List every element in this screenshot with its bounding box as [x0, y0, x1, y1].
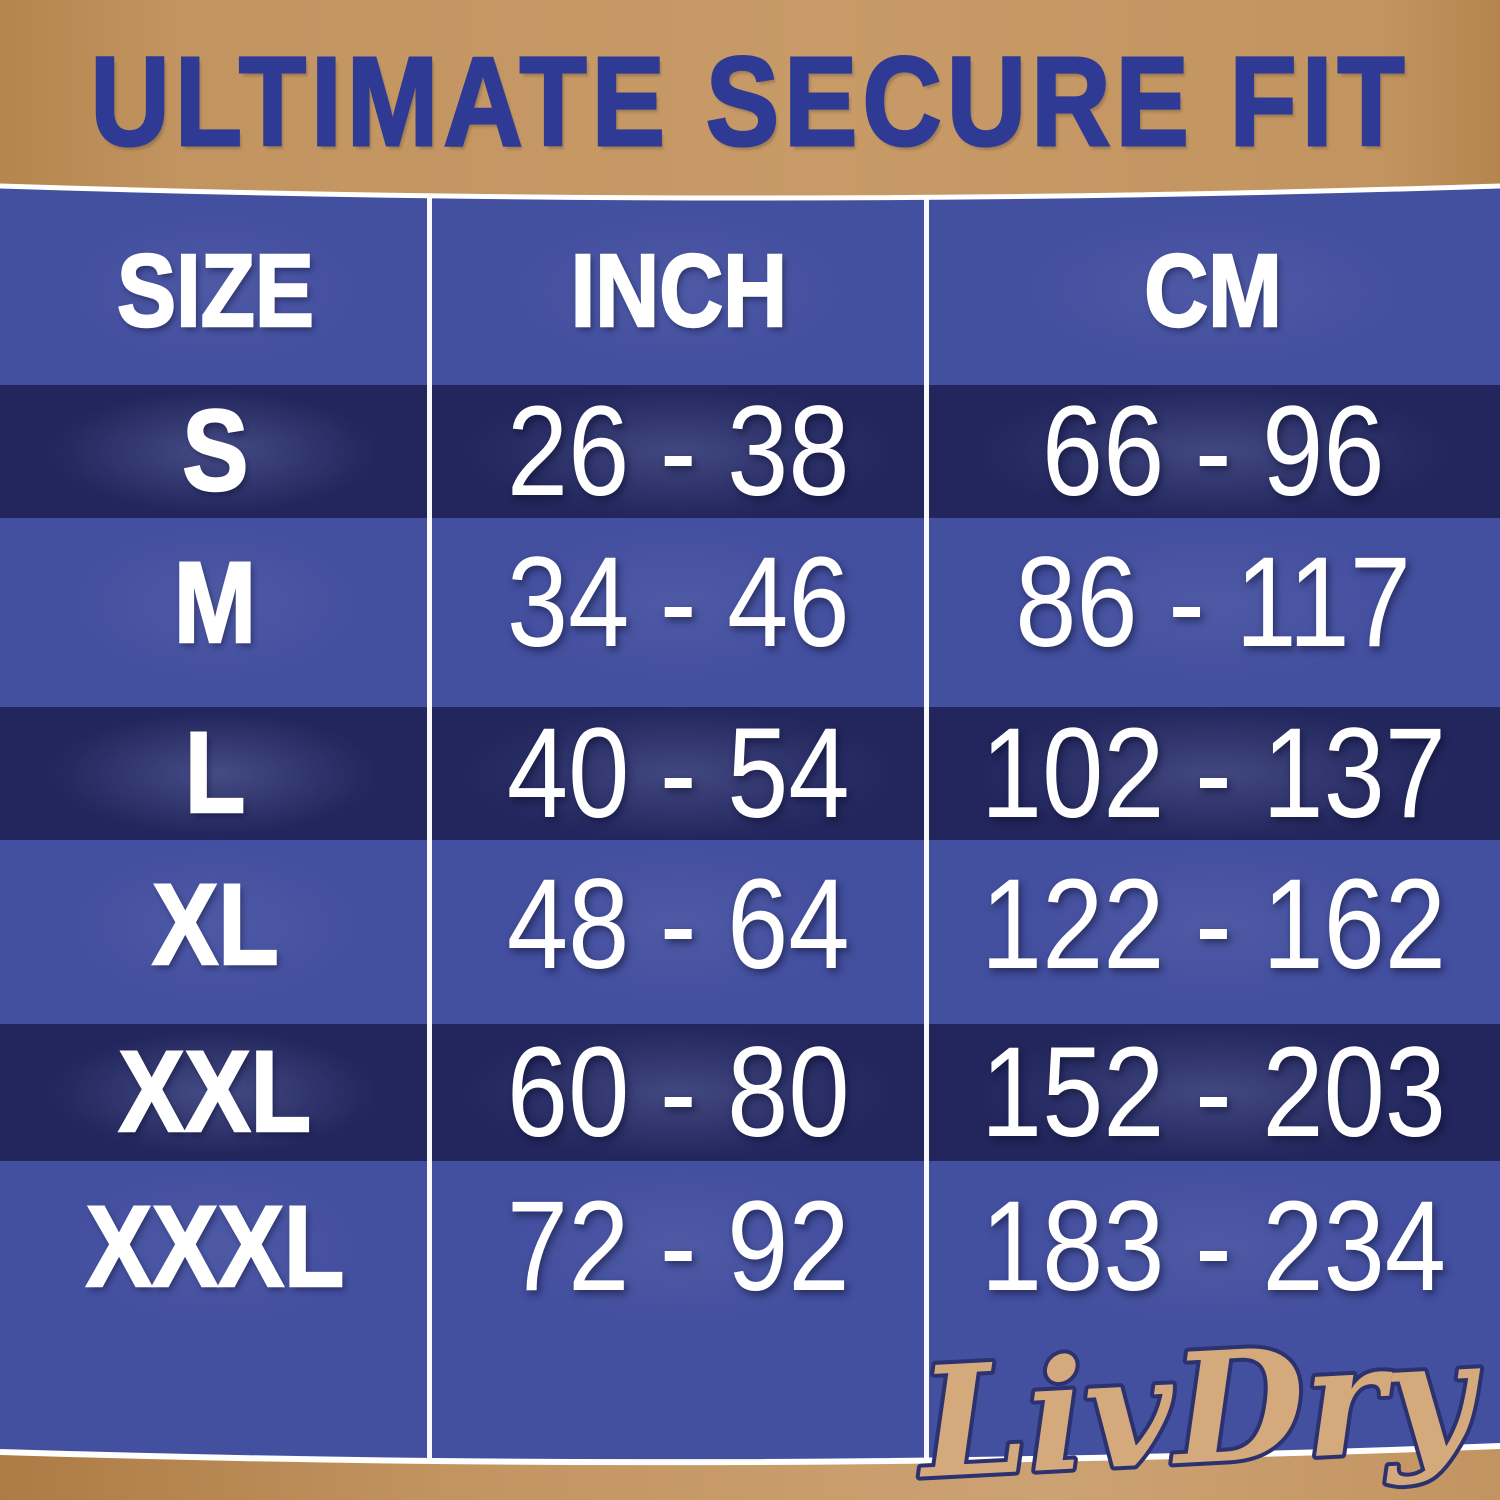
- column-header-size-label: SIZE: [115, 232, 314, 348]
- cm-cell: 66 - 96: [927, 385, 1500, 518]
- cm-range: 152 - 203: [980, 1020, 1447, 1164]
- brand-logo: LivDry: [908, 1324, 1488, 1500]
- table-row: XXL 60 - 80 152 - 203: [0, 1024, 1500, 1161]
- cm-range: 122 - 162: [980, 853, 1447, 996]
- size-value: XL: [151, 860, 280, 989]
- size-value: M: [173, 538, 258, 667]
- size-cell: M: [0, 518, 430, 688]
- row-band-s: [0, 385, 1500, 518]
- column-header-cm: CM: [927, 207, 1500, 373]
- table-row: XL 48 - 64 122 - 162: [0, 840, 1500, 1010]
- row-band-xxl: [0, 1024, 1500, 1161]
- size-cell: XXL: [0, 1024, 430, 1161]
- table-header-row: SIZE INCH CM: [0, 207, 1500, 373]
- cm-cell: 86 - 117: [927, 518, 1500, 688]
- size-cell: XL: [0, 840, 430, 1010]
- cm-cell: 122 - 162: [927, 840, 1500, 1010]
- table-row: S 26 - 38 66 - 96: [0, 385, 1500, 518]
- table-row: L 40 - 54 102 - 137: [0, 707, 1500, 840]
- inch-range: 40 - 54: [507, 701, 850, 845]
- size-value: L: [184, 709, 247, 837]
- cm-range: 102 - 137: [980, 701, 1447, 845]
- inch-range: 72 - 92: [507, 1175, 850, 1318]
- cm-range: 183 - 234: [980, 1175, 1447, 1318]
- column-divider-1: [427, 197, 432, 1459]
- size-cell: XXXL: [0, 1161, 430, 1333]
- inch-cell: 48 - 64: [430, 840, 927, 1010]
- brand-logo-text: LivDry: [912, 1324, 1486, 1500]
- inch-cell: 40 - 54: [430, 707, 927, 840]
- column-header-size: SIZE: [0, 207, 430, 373]
- inch-cell: 34 - 46: [430, 518, 927, 688]
- inch-cell: 26 - 38: [430, 385, 927, 518]
- size-cell: S: [0, 385, 430, 518]
- cm-cell: 102 - 137: [927, 707, 1500, 840]
- size-value: S: [181, 387, 249, 515]
- cm-cell: 183 - 234: [927, 1161, 1500, 1333]
- footer-band: [0, 1443, 1500, 1500]
- row-band-l: [0, 707, 1500, 840]
- column-divider-2: [924, 197, 929, 1459]
- page-title: ULTIMATE SECURE FIT: [89, 31, 1410, 172]
- column-header-cm-label: CM: [1144, 232, 1284, 348]
- column-header-inch-label: INCH: [569, 232, 788, 348]
- inch-range: 26 - 38: [507, 379, 850, 523]
- inch-range: 34 - 46: [507, 531, 850, 674]
- title-bar: ULTIMATE SECURE FIT: [0, 26, 1500, 178]
- header-band: [0, 0, 1500, 201]
- size-value: XXXL: [85, 1182, 345, 1311]
- inch-cell: 72 - 92: [430, 1161, 927, 1333]
- column-header-inch: INCH: [430, 207, 927, 373]
- inch-cell: 60 - 80: [430, 1024, 927, 1161]
- inch-range: 48 - 64: [507, 853, 850, 996]
- cm-range: 66 - 96: [1042, 379, 1385, 523]
- size-value: XXL: [118, 1028, 312, 1156]
- cm-cell: 152 - 203: [927, 1024, 1500, 1161]
- cm-range: 86 - 117: [1015, 531, 1412, 674]
- table-row: XXXL 72 - 92 183 - 234: [0, 1161, 1500, 1333]
- table-row: M 34 - 46 86 - 117: [0, 518, 1500, 688]
- size-cell: L: [0, 707, 430, 840]
- inch-range: 60 - 80: [507, 1020, 850, 1164]
